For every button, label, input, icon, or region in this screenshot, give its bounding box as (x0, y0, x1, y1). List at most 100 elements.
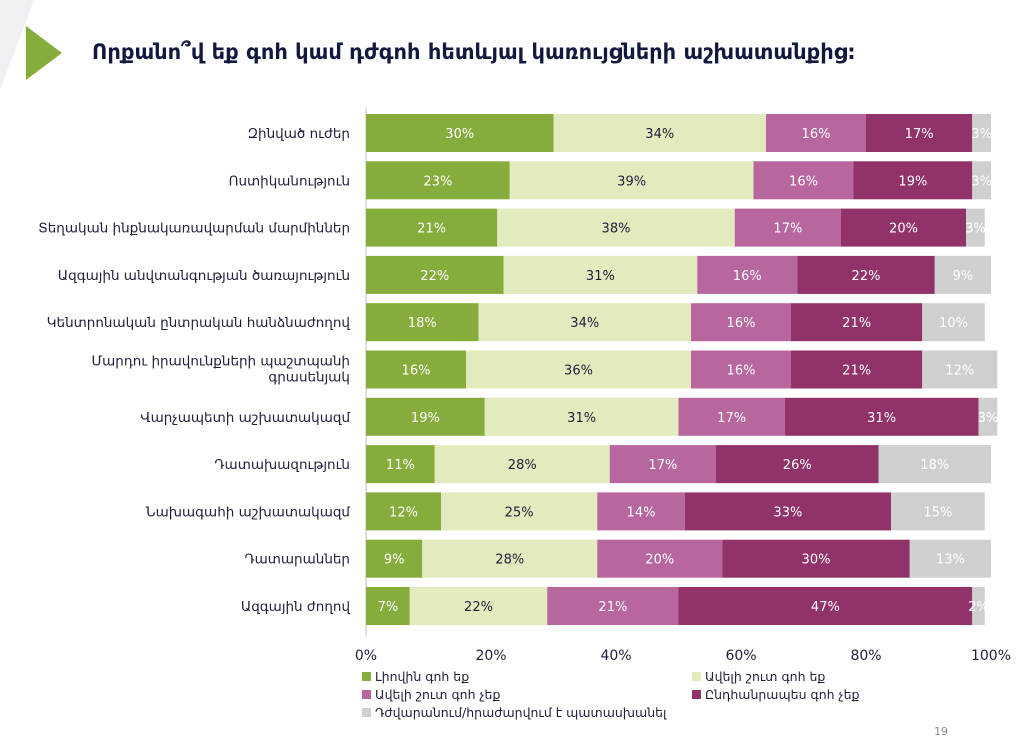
bar-segment (422, 539, 598, 578)
legend-item: Լիովին գոհ եք (362, 668, 692, 685)
legend-swatch (362, 708, 371, 717)
data-label: 22% (464, 600, 493, 615)
chart-legend: Լիովին գոհ եք Ավելի շուտ գոհ եք Ավելի շուտ… (362, 668, 962, 721)
bar-segment (972, 587, 985, 625)
data-label: 21% (598, 600, 627, 615)
data-label: 22% (420, 269, 449, 284)
bar-segment (366, 114, 554, 152)
data-label: 10% (939, 316, 968, 331)
category-label: Նախագահի աշխատակազմ (146, 504, 351, 520)
page-title: Որքանո՞վ եք գոհ կամ դժգոհ հետևյալ կառույ… (92, 40, 856, 64)
bar-segment (691, 303, 791, 342)
data-label: 16% (727, 364, 756, 379)
legend-item: Ավելի շուտ գոհ եք (692, 668, 962, 685)
legend-swatch (692, 690, 701, 699)
bar-segment (753, 161, 854, 200)
bar-segment (597, 539, 723, 578)
category-label: Զինված ուժեր (248, 126, 350, 142)
category-label: Կենտրոնական ընտրական հանձնաժողով (47, 315, 351, 331)
data-label: 16% (802, 127, 831, 142)
bar-segment (509, 161, 754, 200)
data-label: 21% (417, 222, 446, 237)
data-label: 20% (889, 222, 918, 237)
bar-segment (366, 492, 441, 531)
bar-segment (972, 114, 991, 152)
data-label: 26% (783, 458, 812, 473)
bar-segment (978, 397, 998, 436)
x-tick-label: 60% (725, 648, 756, 664)
data-label: 19% (411, 411, 440, 426)
legend-swatch (362, 690, 371, 699)
category-label: Դատախազություն (214, 457, 350, 473)
data-label: 16% (789, 174, 818, 189)
data-label: 39% (617, 174, 646, 189)
data-label: 12% (945, 364, 974, 379)
data-label: 36% (564, 364, 593, 379)
data-label: 16% (733, 269, 762, 284)
bar-segment (697, 255, 798, 294)
bar-segment (366, 303, 479, 342)
data-label: 23% (423, 174, 452, 189)
legend-label: Դժվարանում/հրաժարվում է պատասխանել (375, 705, 667, 720)
data-label: 16% (402, 364, 431, 379)
legend-item: Ընդհանրապես գոհ չեք (692, 686, 962, 703)
bar-segment (366, 587, 410, 625)
data-label: 28% (508, 458, 537, 473)
bar-segment (366, 161, 510, 200)
data-label: 30% (802, 553, 831, 568)
legend-label: Ավելի շուտ գոհ եք (705, 669, 826, 684)
data-label: 34% (570, 316, 599, 331)
x-tick-label: 40% (600, 648, 631, 664)
data-label: 18% (408, 316, 437, 331)
bar-segment (553, 114, 766, 152)
legend-swatch (692, 672, 701, 681)
bar-segment (409, 587, 548, 625)
category-label: Ազգային անվտանգության ծառայություն (58, 268, 350, 284)
bar-segment (597, 492, 685, 531)
bar-segment (547, 587, 679, 625)
data-label: 17% (648, 458, 677, 473)
data-label: 3% (971, 127, 992, 142)
bar-segment (784, 397, 979, 436)
data-label: 16% (727, 316, 756, 331)
data-label: 17% (905, 127, 934, 142)
legend-label: Լիովին գոհ եք (375, 669, 470, 684)
category-label: Դատարաններ (244, 552, 350, 568)
bar-segment (366, 255, 504, 294)
data-label: 47% (811, 600, 840, 615)
bar-segment (966, 208, 985, 247)
bar-segment (891, 492, 985, 531)
x-tick-label: 100% (971, 648, 1011, 664)
data-label: 22% (852, 269, 881, 284)
bar-segment (441, 492, 598, 531)
bar-segment (678, 397, 785, 436)
title-arrow-icon (26, 26, 62, 80)
bar-segment (684, 492, 891, 531)
bar-segment (691, 350, 791, 389)
data-label: 13% (936, 553, 965, 568)
data-label: 33% (773, 505, 802, 520)
bar-segment (766, 114, 866, 152)
data-label: 31% (867, 411, 896, 426)
legend-item: Ավելի շուտ գոհ չեք (362, 686, 692, 703)
bar-segment (922, 303, 985, 342)
bar-segment (972, 161, 991, 200)
data-label: 7% (378, 600, 399, 615)
data-label: 15% (923, 505, 952, 520)
bar-segment (466, 350, 691, 389)
category-label: Վարչապետի աշխատակազմ (140, 410, 350, 426)
bar-segment (678, 587, 973, 625)
data-label: 9% (953, 269, 974, 284)
bar-segment (797, 255, 935, 294)
data-label: 17% (773, 222, 802, 237)
data-label: 38% (602, 222, 631, 237)
bar-segment (841, 208, 966, 247)
legend-label: Ընդհանրապես գոհ չեք (705, 687, 860, 702)
data-label: 12% (389, 505, 418, 520)
data-label: 21% (842, 316, 871, 331)
bar-segment (922, 350, 998, 389)
data-label: 18% (920, 458, 949, 473)
bar-segment (503, 255, 698, 294)
data-label: 19% (898, 174, 927, 189)
data-label: 14% (627, 505, 656, 520)
